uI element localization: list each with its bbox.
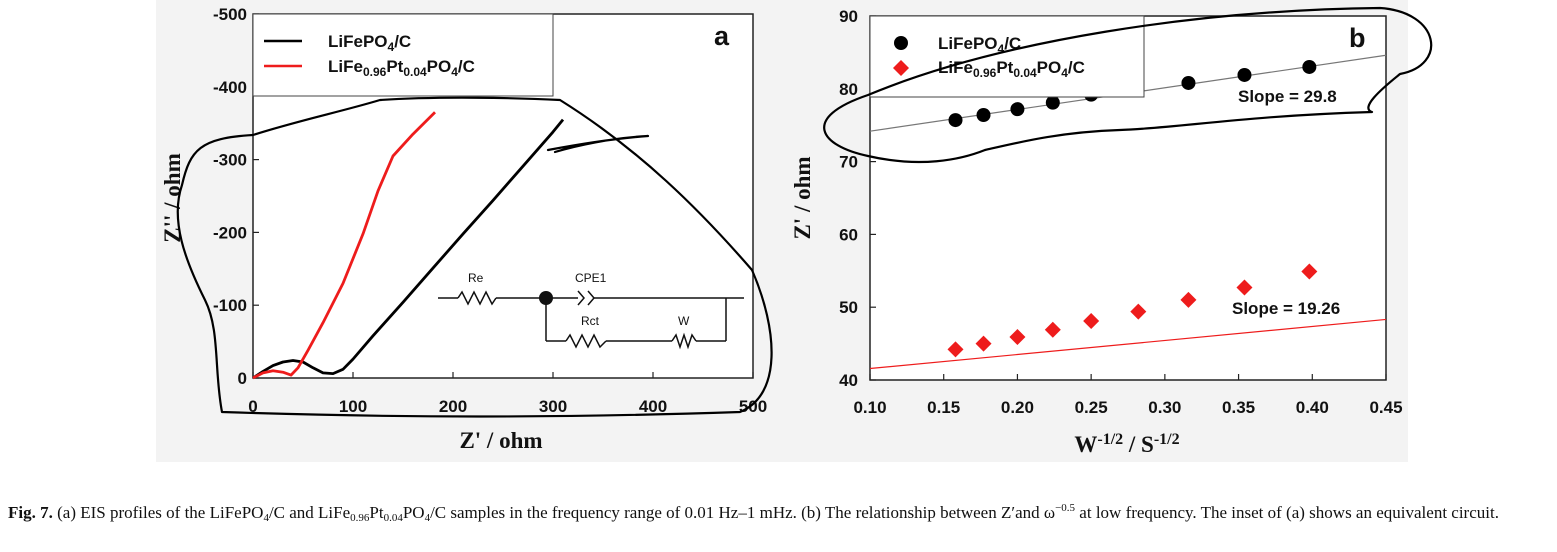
panel-b-freehand-loop: [823, 6, 1433, 164]
x-tick-label: 400: [639, 397, 667, 416]
panel-a: 0 100 200 300 400 500 0 -100 -200 -300 -400 -500 Li…: [160, 5, 767, 453]
y-tick-label: 0: [238, 369, 247, 388]
panel-b-series: [869, 54, 1387, 370]
legend-a-label-lifepo4: LiFePO4/C: [328, 32, 411, 54]
fit-line-1: [869, 318, 1387, 370]
y-tick-label: 90: [839, 7, 858, 26]
data-point-0: [1237, 67, 1252, 82]
circuit-node-icon: [539, 291, 553, 305]
panel-b-x-axis-title: W-1/2 / S-1/2: [1074, 431, 1179, 457]
panel-b-legend-box: [869, 15, 1145, 98]
y-tick-label: -500: [213, 5, 247, 24]
legend-b-diamond-marker: [893, 60, 909, 76]
panel-a-series: [252, 111, 565, 380]
panel-b-ticks: 0.10 0.15 0.20 0.25 0.30 0.35 0.40 0.45 40 50 60 70…: [839, 7, 1402, 417]
caption-text-1: (a) EIS profiles of the LiFePO: [52, 503, 264, 522]
y-tick-label: -200: [213, 223, 247, 242]
data-point-0: [948, 113, 963, 128]
circuit-label-w: W: [678, 314, 690, 328]
data-point-1: [975, 335, 992, 352]
y-tick-label: 70: [839, 153, 858, 172]
caption-sub-4: 4: [424, 512, 431, 524]
data-point-1: [1083, 313, 1100, 330]
panel-a-legend: LiFePO4/C LiFe0.96Pt0.04PO4/C: [252, 13, 554, 97]
panel-b-letter: b: [1349, 23, 1366, 53]
caption-sub-1: 4: [263, 512, 269, 524]
y-tick-label: -300: [213, 151, 247, 170]
x-tick-label: 0.30: [1148, 398, 1181, 417]
x-tick-label: 500: [739, 397, 767, 416]
data-point-1: [947, 341, 964, 358]
y-tick-label: -400: [213, 78, 247, 97]
legend-b-circle-marker: [894, 36, 908, 50]
caption-text-4: PO: [402, 503, 425, 522]
panel-a-y-axis-title: Z'' / ohm: [160, 153, 185, 242]
caption-text-6: at low frequency. The inset of (a) shows…: [1075, 503, 1499, 522]
slope-annotation-lifepo4: Slope = 29.8: [1238, 87, 1337, 106]
x-tick-label: 100: [339, 397, 367, 416]
data-point-1: [1301, 263, 1318, 280]
data-point-0: [1045, 95, 1060, 110]
data-point-0: [1181, 75, 1196, 90]
x-tick-label: 0.10: [853, 398, 886, 417]
y-tick-label: 50: [839, 298, 858, 317]
y-tick-label: 80: [839, 80, 858, 99]
x-tick-label: 300: [539, 397, 567, 416]
caption-text-5: /C samples in the frequency range of 0.0…: [430, 503, 1056, 522]
x-tick-label: 0.20: [1001, 398, 1034, 417]
resistor-rct-icon: [565, 333, 607, 349]
circuit-label-cpe1: CPE1: [575, 271, 607, 285]
panel-a-x-axis-title: Z' / ohm: [459, 428, 542, 453]
panel-a-legend-box: [252, 13, 554, 97]
legend-b-label-lifepo4: LiFePO4/C: [938, 34, 1021, 56]
panel-b-y-axis-title: Z' / ohm: [790, 156, 815, 239]
hand-drawn-annotations: [176, 6, 1433, 418]
data-point-1: [1236, 279, 1253, 296]
y-tick-label: 40: [839, 371, 858, 390]
x-tick-label: 0.25: [1075, 398, 1108, 417]
series-line-0: [252, 118, 565, 380]
x-tick-label: 0: [248, 397, 257, 416]
x-tick-label: 0.15: [927, 398, 960, 417]
caption-text-3: Pt: [369, 503, 384, 522]
cpe-icon: [577, 290, 585, 306]
x-tick-label: 0.35: [1222, 398, 1255, 417]
data-point-0: [1302, 59, 1317, 74]
panel-a-freehand-arrow: [546, 134, 650, 154]
y-tick-label: -100: [213, 296, 247, 315]
x-tick-label: 0.40: [1296, 398, 1329, 417]
panel-b-legend: LiFePO4/C LiFe0.96Pt0.04PO4/C: [869, 15, 1145, 98]
x-tick-label: 0.45: [1369, 398, 1402, 417]
caption-sub-2: 0.96: [350, 512, 370, 524]
panel-a-letter: a: [714, 21, 730, 51]
caption-text-2: /C and LiFe: [268, 503, 351, 522]
data-point-0: [976, 108, 991, 123]
data-point-0: [1010, 102, 1025, 117]
caption-label: Fig. 7.: [8, 503, 53, 522]
data-point-1: [1044, 321, 1061, 338]
caption-sub-3: 0.04: [383, 512, 403, 524]
data-point-1: [1009, 329, 1026, 346]
y-tick-label: 60: [839, 225, 858, 244]
circuit-label-rct: Rct: [581, 314, 600, 328]
panel-a-freehand-loop: [176, 96, 773, 418]
figure-caption: Fig. 7. (a) EIS profiles of the LiFePO4/…: [8, 496, 1553, 530]
panel-b: 0.10 0.15 0.20 0.25 0.30 0.35 0.40 0.45 40 50 60 70…: [790, 7, 1403, 457]
figure-canvas: 0 100 200 300 400 500 0 -100 -200 -300 -400 -500 Li…: [160, 5, 1433, 457]
circuit-label-re: Re: [468, 271, 484, 285]
x-tick-label: 200: [439, 397, 467, 416]
panel-a-ticks: 0 100 200 300 400 500 0 -100 -200 -300 -400 -500: [213, 5, 767, 416]
series-line-1: [252, 111, 436, 380]
slope-annotation-lifeptpo4: Slope = 19.26: [1232, 299, 1340, 318]
resistor-re-icon: [457, 290, 497, 306]
data-point-1: [1130, 303, 1147, 320]
data-point-1: [1180, 291, 1197, 308]
caption-sup: −0.5: [1055, 502, 1076, 514]
warburg-icon: [671, 332, 697, 350]
equivalent-circuit-inset: [438, 290, 744, 350]
